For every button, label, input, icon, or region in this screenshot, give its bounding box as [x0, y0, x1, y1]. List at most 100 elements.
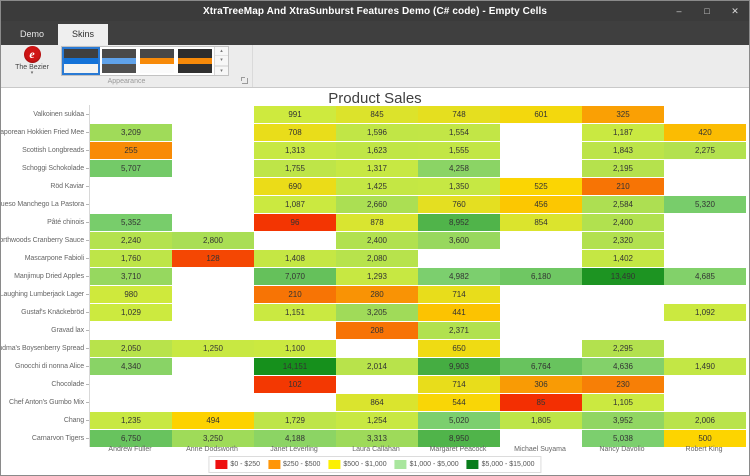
heatmap-cell[interactable]: 690: [254, 178, 336, 195]
heatmap-cell[interactable]: 601: [500, 106, 582, 123]
heatmap-cell[interactable]: 5,038: [582, 430, 664, 447]
heatmap-cell[interactable]: 2,014: [336, 358, 418, 375]
heatmap-cell[interactable]: 210: [254, 286, 336, 303]
close-button[interactable]: ✕: [731, 5, 739, 16]
heatmap-cell[interactable]: 1,313: [254, 142, 336, 159]
heatmap-cell[interactable]: 1,187: [582, 124, 664, 141]
heatmap-cell[interactable]: 1,092: [664, 304, 746, 321]
heatmap-cell[interactable]: 2,371: [418, 322, 500, 339]
heatmap-cell[interactable]: 1,408: [254, 250, 336, 267]
the-bezier-skin-button[interactable]: e The Bezier ▾: [3, 46, 61, 76]
heatmap-cell[interactable]: 210: [582, 178, 664, 195]
heatmap-cell[interactable]: 1,254: [336, 412, 418, 429]
heatmap-cell[interactable]: 96: [254, 214, 336, 231]
heatmap-cell[interactable]: 708: [254, 124, 336, 141]
heatmap-cell[interactable]: 280: [336, 286, 418, 303]
heatmap-cell[interactable]: 441: [418, 304, 500, 321]
heatmap-cell[interactable]: 13,490: [582, 268, 664, 285]
heatmap-cell[interactable]: 1,805: [500, 412, 582, 429]
heatmap-cell[interactable]: 1,760: [90, 250, 172, 267]
gallery-scroll-up-icon[interactable]: ▴: [215, 47, 228, 57]
heatmap-cell[interactable]: 864: [336, 394, 418, 411]
heatmap-cell[interactable]: 2,080: [336, 250, 418, 267]
heatmap-cell[interactable]: 325: [582, 106, 664, 123]
heatmap-cell[interactable]: 2,006: [664, 412, 746, 429]
heatmap-cell[interactable]: 4,188: [254, 430, 336, 447]
gallery-dropdown-icon[interactable]: ▾: [215, 65, 228, 75]
heatmap-cell[interactable]: 6,180: [500, 268, 582, 285]
heatmap-cell[interactable]: 525: [500, 178, 582, 195]
heatmap-cell[interactable]: 1,029: [90, 304, 172, 321]
heatmap-cell[interactable]: 714: [418, 286, 500, 303]
tab-demo[interactable]: Demo: [20, 29, 45, 39]
heatmap-cell[interactable]: 456: [500, 196, 582, 213]
heatmap-cell[interactable]: 650: [418, 340, 500, 357]
heatmap-cell[interactable]: 5,707: [90, 160, 172, 177]
heatmap-cell[interactable]: 991: [254, 106, 336, 123]
heatmap-cell[interactable]: 1,250: [172, 340, 254, 357]
heatmap-cell[interactable]: 1,105: [582, 394, 664, 411]
heatmap-cell[interactable]: 2,400: [582, 214, 664, 231]
heatmap-cell[interactable]: 1,293: [336, 268, 418, 285]
heatmap-cell[interactable]: 4,258: [418, 160, 500, 177]
heatmap-cell[interactable]: 2,050: [90, 340, 172, 357]
skin-preview-orange-light[interactable]: [138, 47, 176, 75]
heatmap-cell[interactable]: 2,275: [664, 142, 746, 159]
heatmap-cell[interactable]: 4,340: [90, 358, 172, 375]
heatmap-cell[interactable]: 3,209: [90, 124, 172, 141]
heatmap-cell[interactable]: 1,623: [336, 142, 418, 159]
heatmap-cell[interactable]: 8,952: [418, 214, 500, 231]
heatmap-cell[interactable]: 5,320: [664, 196, 746, 213]
heatmap-cell[interactable]: 255: [90, 142, 172, 159]
heatmap-cell[interactable]: 85: [500, 394, 582, 411]
heatmap-cell[interactable]: 1,755: [254, 160, 336, 177]
heatmap-cell[interactable]: 2,295: [582, 340, 664, 357]
heatmap-cell[interactable]: 748: [418, 106, 500, 123]
heatmap-cell[interactable]: 1,235: [90, 412, 172, 429]
heatmap-cell[interactable]: 5,352: [90, 214, 172, 231]
heatmap-cell[interactable]: 544: [418, 394, 500, 411]
heatmap-cell[interactable]: 2,584: [582, 196, 664, 213]
gallery-scroll-down-icon[interactable]: ▾: [215, 56, 228, 66]
heatmap-cell[interactable]: 1,100: [254, 340, 336, 357]
heatmap-cell[interactable]: 3,205: [336, 304, 418, 321]
heatmap-cell[interactable]: 2,195: [582, 160, 664, 177]
heatmap-cell[interactable]: 1,843: [582, 142, 664, 159]
heatmap-cell[interactable]: 854: [500, 214, 582, 231]
heatmap-cell[interactable]: 5,020: [418, 412, 500, 429]
skin-preview-blue-dark[interactable]: [100, 47, 138, 75]
heatmap-cell[interactable]: 4,982: [418, 268, 500, 285]
heatmap-cell[interactable]: 420: [664, 124, 746, 141]
heatmap-cell[interactable]: 6,750: [90, 430, 172, 447]
heatmap-cell[interactable]: 2,240: [90, 232, 172, 249]
heatmap-cell[interactable]: 500: [664, 430, 746, 447]
heatmap-cell[interactable]: 714: [418, 376, 500, 393]
heatmap-cell[interactable]: 760: [418, 196, 500, 213]
heatmap-cell[interactable]: 2,400: [336, 232, 418, 249]
tab-skins[interactable]: Skins: [58, 24, 109, 45]
heatmap-cell[interactable]: 980: [90, 286, 172, 303]
heatmap-cell[interactable]: 1,490: [664, 358, 746, 375]
minimize-button[interactable]: –: [676, 6, 682, 16]
heatmap-cell[interactable]: 9,903: [418, 358, 500, 375]
heatmap-cell[interactable]: 2,320: [582, 232, 664, 249]
heatmap-cell[interactable]: 1,317: [336, 160, 418, 177]
heatmap-cell[interactable]: 4,636: [582, 358, 664, 375]
heatmap-cell[interactable]: 8,950: [418, 430, 500, 447]
heatmap-cell[interactable]: 3,710: [90, 268, 172, 285]
heatmap-cell[interactable]: 1,555: [418, 142, 500, 159]
heatmap-cell[interactable]: 230: [582, 376, 664, 393]
heatmap-cell[interactable]: 1,729: [254, 412, 336, 429]
heatmap-cell[interactable]: 878: [336, 214, 418, 231]
skin-preview-orange-dark[interactable]: [176, 47, 214, 75]
heatmap-cell[interactable]: 3,600: [418, 232, 500, 249]
heatmap-cell[interactable]: 208: [336, 322, 418, 339]
heatmap-cell[interactable]: 128: [172, 250, 254, 267]
heatmap-cell[interactable]: 3,952: [582, 412, 664, 429]
skin-preview-blue-selected[interactable]: [62, 47, 100, 75]
heatmap-cell[interactable]: 102: [254, 376, 336, 393]
heatmap-cell[interactable]: 1,402: [582, 250, 664, 267]
heatmap-cell[interactable]: 1,087: [254, 196, 336, 213]
heatmap-cell[interactable]: 7,070: [254, 268, 336, 285]
heatmap-cell[interactable]: 2,660: [336, 196, 418, 213]
